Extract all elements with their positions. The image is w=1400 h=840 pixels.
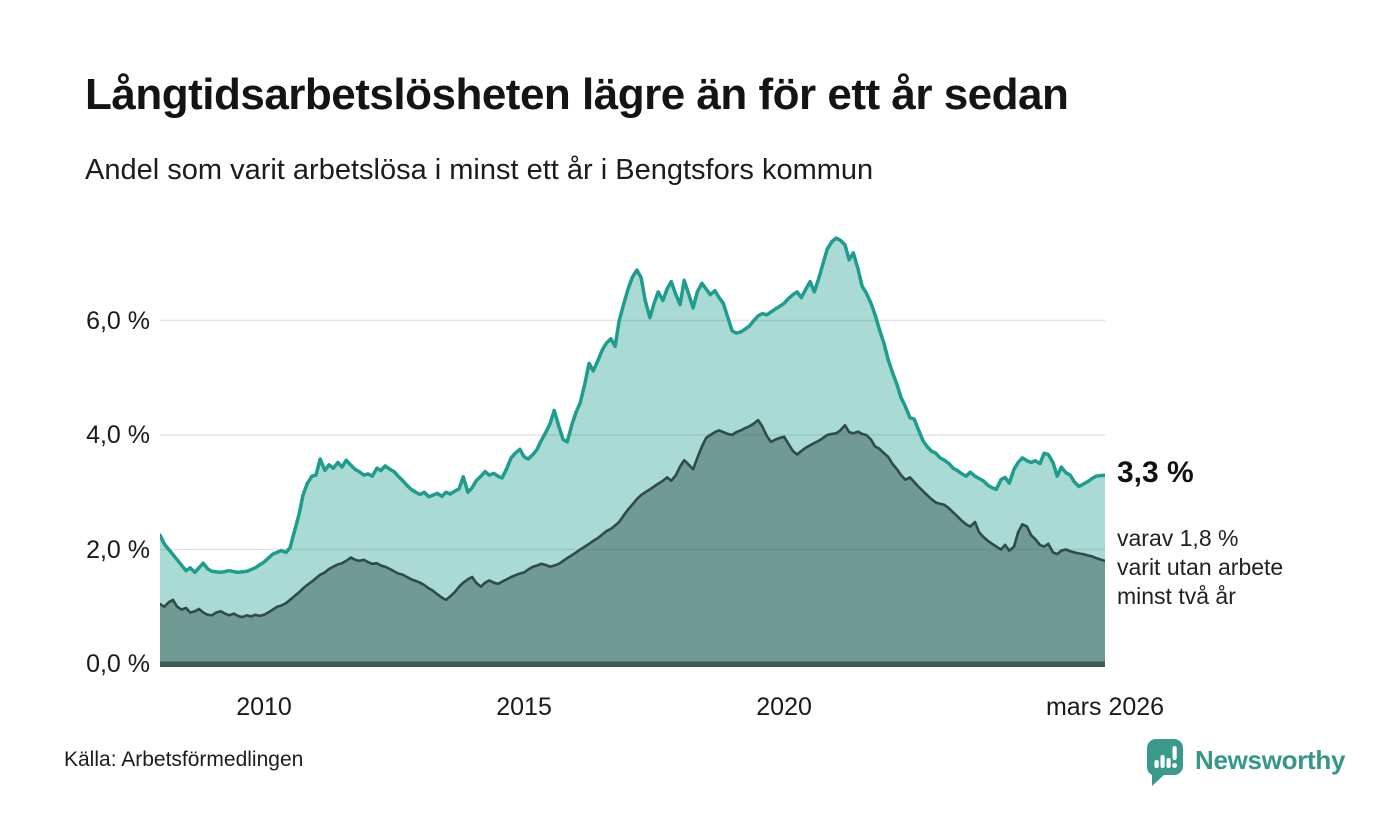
series-subset-area <box>160 420 1105 664</box>
x-axis-bar <box>160 661 1105 667</box>
y-axis-tick-label: 6,0 % <box>86 306 150 335</box>
latest-total-value: 3,3 % <box>1117 456 1194 489</box>
x-axis-tick-label: mars 2026 <box>1045 693 1165 721</box>
newsworthy-wordmark: Newsworthy <box>1195 745 1346 775</box>
x-axis-tick-label: 2020 <box>756 693 812 721</box>
series-total-line <box>158 236 1107 575</box>
y-axis-tick-label: 4,0 % <box>86 421 150 449</box>
latest-subset-note: varav 1,8 % varit utan arbete minst två år <box>1117 525 1284 609</box>
area-chart <box>158 218 1107 670</box>
newsworthy-logo-icon <box>1147 739 1183 792</box>
y-axis-tick-label: 2,0 % <box>86 535 150 564</box>
x-axis-tick-label: 2015 <box>496 693 552 721</box>
series-total-area <box>160 238 1105 664</box>
x-axis-tick-label: 2010 <box>236 693 292 721</box>
newsworthy-branding: Newsworthy <box>1147 739 1345 792</box>
y-axis-tick-label: 0,0 % <box>86 650 150 678</box>
series-subset-line <box>158 418 1107 619</box>
chart-svg <box>158 236 1107 667</box>
page-title: Långtidsarbetslösheten lägre än för ett … <box>85 70 1069 119</box>
source-attribution: Källa: Arbetsförmedlingen <box>64 748 304 771</box>
page-subtitle: Andel som varit arbetslösa i minst ett å… <box>85 154 874 186</box>
